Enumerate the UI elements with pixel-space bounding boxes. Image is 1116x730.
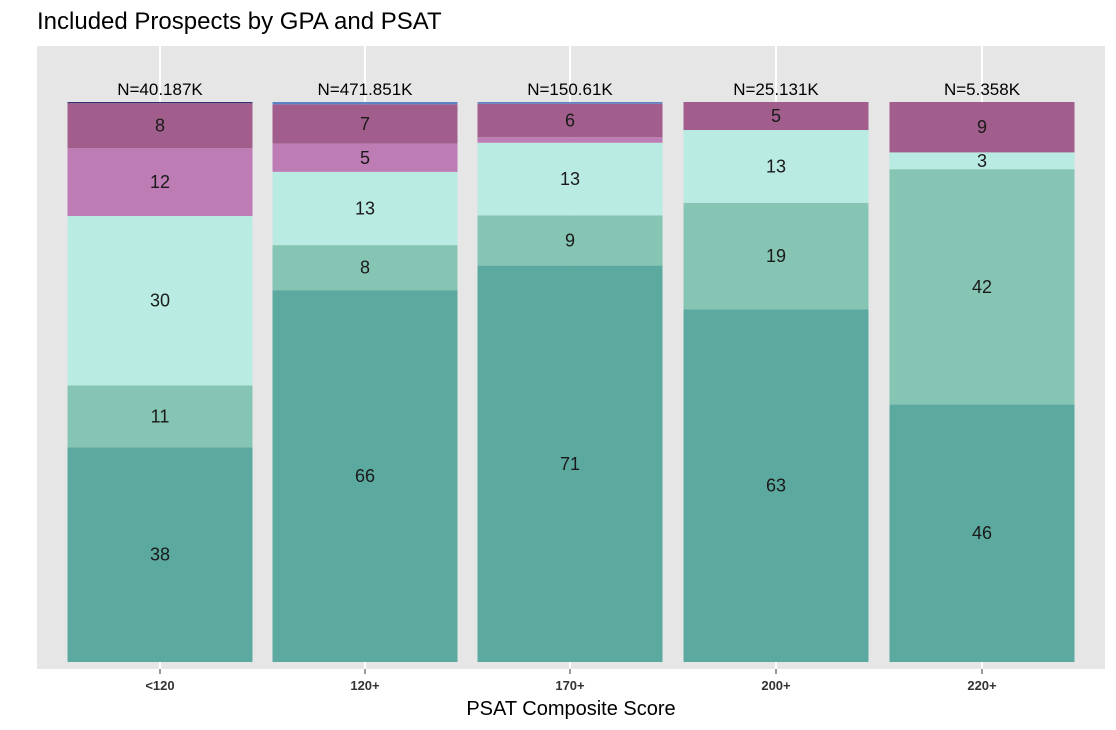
segment-label-3-2: 13 xyxy=(766,156,786,176)
bar-segment-4-2 xyxy=(889,152,1075,170)
segment-label-1-2: 13 xyxy=(355,198,375,218)
x-tick-label-2: 170+ xyxy=(555,678,585,693)
chart-title: Included Prospects by GPA and PSAT xyxy=(37,8,442,35)
x-tick-label-1: 120+ xyxy=(350,678,380,693)
segment-label-3-1: 19 xyxy=(766,246,786,266)
bars: 38 11 30 12 8 N=40.187K 66 8 13 5 7 N=471.851K 71 9 13… xyxy=(67,80,1075,662)
bar-segment-0-0 xyxy=(67,447,253,662)
bar-segment-2-4 xyxy=(477,103,663,138)
n-label-0: N=40.187K xyxy=(117,80,203,99)
n-label-3: N=25.131K xyxy=(733,80,819,99)
bar-segment-1-5 xyxy=(272,102,458,105)
bar-segment-0-4 xyxy=(67,103,253,149)
segment-label-4-4: 9 xyxy=(977,117,987,137)
bar-2: 71 9 13 6 N=150.61K xyxy=(477,80,663,662)
bar-segment-1-1 xyxy=(272,245,458,291)
bar-segment-1-4 xyxy=(272,104,458,144)
segment-label-1-0: 66 xyxy=(355,466,375,486)
bar-segment-1-0 xyxy=(272,290,458,662)
bar-segment-1-3 xyxy=(272,143,458,172)
segment-label-1-4: 7 xyxy=(360,114,370,134)
segment-label-2-1: 9 xyxy=(565,230,575,250)
bar-segment-0-1 xyxy=(67,385,253,448)
bar-segment-2-3 xyxy=(477,137,663,143)
x-tick-label-0: <120 xyxy=(145,678,174,693)
x-axis-title: PSAT Composite Score xyxy=(466,698,675,720)
bar-segment-4-1 xyxy=(889,169,1075,405)
bar-0: 38 11 30 12 8 N=40.187K xyxy=(67,80,253,662)
bar-segment-4-0 xyxy=(889,404,1075,662)
n-label-4: N=5.358K xyxy=(944,80,1021,99)
segment-label-4-1: 42 xyxy=(972,277,992,297)
bar-segment-3-4 xyxy=(683,102,869,130)
segment-label-2-4: 6 xyxy=(565,110,575,130)
segment-label-3-4: 5 xyxy=(771,106,781,126)
n-label-1: N=471.851K xyxy=(318,80,414,99)
bar-segment-3-1 xyxy=(683,202,869,310)
bar-segment-2-2 xyxy=(477,142,663,216)
segment-label-4-2: 3 xyxy=(977,151,987,171)
bar-segment-4-4 xyxy=(889,102,1075,153)
bar-segment-2-0 xyxy=(477,265,663,662)
segment-label-1-3: 5 xyxy=(360,148,370,168)
segment-label-0-2: 30 xyxy=(150,291,170,311)
bar-segment-2-1 xyxy=(477,215,663,266)
bar-segment-3-2 xyxy=(683,130,869,203)
bar-3: 63 19 13 5 N=25.131K xyxy=(683,80,869,662)
bar-segment-0-3 xyxy=(67,148,253,217)
bar-4: 46 42 3 9 N=5.358K xyxy=(889,80,1075,662)
segment-label-0-3: 12 xyxy=(150,172,170,192)
x-axis-ticks: <120 120+ 170+ 200+ 220+ xyxy=(145,669,997,693)
segment-label-1-1: 8 xyxy=(360,258,370,278)
segment-label-0-0: 38 xyxy=(150,545,170,565)
x-tick-label-4: 220+ xyxy=(967,678,997,693)
segment-label-3-0: 63 xyxy=(766,476,786,496)
segment-label-4-0: 46 xyxy=(972,523,992,543)
n-label-2: N=150.61K xyxy=(527,80,613,99)
bar-segment-0-6 xyxy=(67,102,253,104)
bar-segment-3-0 xyxy=(683,309,869,662)
bar-1: 66 8 13 5 7 N=471.851K xyxy=(272,80,458,662)
segment-label-0-4: 8 xyxy=(155,116,165,136)
segment-label-2-2: 13 xyxy=(560,169,580,189)
bar-segment-1-2 xyxy=(272,171,458,246)
bar-segment-0-2 xyxy=(67,216,253,386)
bar-segment-2-5 xyxy=(477,102,663,104)
segment-label-2-0: 71 xyxy=(560,454,580,474)
x-tick-label-3: 200+ xyxy=(761,678,791,693)
segment-label-0-1: 11 xyxy=(151,406,170,426)
